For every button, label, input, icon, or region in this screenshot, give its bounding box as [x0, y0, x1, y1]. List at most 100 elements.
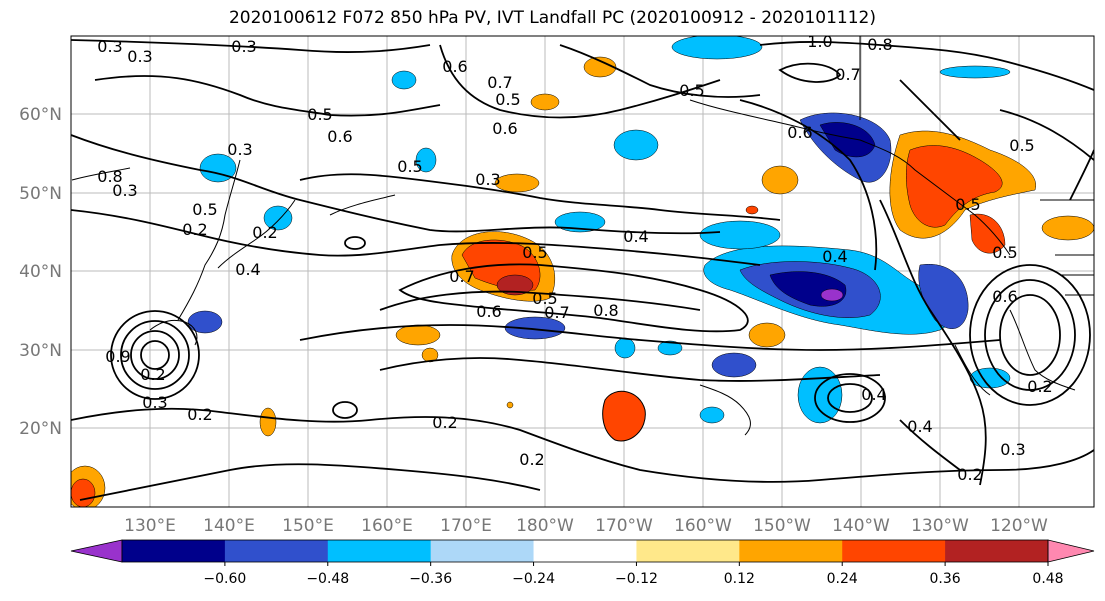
colorbar: −0.60 −0.48 −0.36 −0.24 −0.12 0.12 0.24 0.36 0.4… [70, 539, 1095, 587]
fill-positive [969, 213, 1006, 254]
contour-label: 0.5 [955, 195, 980, 214]
contour-label: 0.2 [187, 405, 212, 424]
colorbar-tick-label: −0.60 [203, 571, 246, 587]
colorbar-bin [739, 540, 843, 562]
latitude-label: 40°N [19, 262, 62, 282]
colorbar-tick-label: 0.36 [930, 571, 961, 587]
contour-label: 0.3 [475, 170, 500, 189]
longitude-labels: 130°E 140°E 150°E 160°E 170°E 180°W 170°W 160°W… [124, 516, 1048, 536]
fill-negative [969, 367, 1011, 389]
contour-label: 0.8 [593, 301, 618, 320]
colorbar-extend-low [70, 539, 123, 563]
colorbar-tick-label: −0.48 [306, 571, 349, 587]
contour-label: 0.4 [861, 385, 886, 404]
contour-label: 0.5 [522, 243, 547, 262]
fill-positive [395, 324, 441, 346]
fill-negative [263, 205, 293, 231]
contour-label: 0.7 [544, 303, 569, 322]
fill-positive [906, 145, 1003, 228]
map-frame [70, 35, 1095, 508]
contour-label: 0.5 [192, 200, 217, 219]
colorbar-tick-label: 0.48 [1032, 571, 1063, 587]
colorbar-extend-high [1047, 539, 1095, 563]
fill-negative [613, 129, 659, 161]
contour-label: 0.6 [492, 119, 517, 138]
contour-label: 0.3 [142, 393, 167, 412]
colorbar-tick-label: 0.12 [724, 571, 755, 587]
fill-positive [496, 274, 534, 296]
contour-label: 0.2 [519, 450, 544, 469]
fill-negative [187, 310, 223, 334]
contour-label: 0.4 [822, 247, 847, 266]
fill-positive [71, 478, 96, 507]
contour-label: 0.3 [1000, 440, 1025, 459]
colorbar-frame [121, 539, 1049, 563]
colorbar-bin [533, 540, 637, 562]
fill-positive [506, 401, 514, 409]
contour-label: 0.6 [442, 57, 467, 76]
longitude-label: 160°W [674, 516, 732, 536]
contour-label: 0.2 [432, 413, 457, 432]
longitude-label: 140°W [832, 516, 890, 536]
longitude-label: 120°W [990, 516, 1048, 536]
fill-negative [820, 288, 844, 302]
contour-label: 0.5 [532, 289, 557, 308]
fill-positive [421, 347, 439, 363]
fill-positive [530, 93, 560, 111]
colorbar-tick-label: −0.36 [409, 571, 452, 587]
fill-negative [391, 70, 417, 90]
contour-label: 0.8 [867, 35, 892, 54]
fill-negative [504, 316, 566, 340]
fill-positive [602, 390, 646, 442]
fill-negative [797, 366, 843, 424]
contour-label: 0.2 [140, 365, 165, 384]
fill-negative [614, 337, 636, 359]
colorbar-tick-label: 0.24 [827, 571, 858, 587]
contour-label: 0.6 [327, 127, 352, 146]
latitude-label: 60°N [19, 105, 62, 125]
fill-negative [939, 65, 1011, 79]
colorbar-bin [430, 540, 535, 562]
longitude-label: 150°W [753, 516, 811, 536]
contour-label: 0.5 [992, 243, 1017, 262]
contour-label: 0.4 [623, 227, 648, 246]
colorbar-bin [945, 540, 1049, 562]
contour-label: 0.6 [787, 123, 812, 142]
latitude-label: 50°N [19, 184, 62, 204]
fill-negative [657, 340, 683, 356]
fill-positive [494, 173, 540, 193]
pv-anomaly-fills [71, 36, 1094, 507]
contour-label: 0.5 [679, 81, 704, 100]
contour-label: 0.7 [449, 267, 474, 286]
contour-label: 0.2 [957, 465, 982, 484]
colorbar-tick-label: −0.12 [615, 571, 658, 587]
longitude-label: 160°E [361, 516, 413, 536]
fill-positive [761, 165, 799, 195]
latitude-labels: 60°N 50°N 40°N 30°N 20°N [19, 105, 62, 439]
contour-label: 0.5 [307, 105, 332, 124]
contour-label: 0.7 [487, 73, 512, 92]
contour-label: 0.6 [992, 287, 1017, 306]
contour-label: 0.8 [97, 167, 122, 186]
contour-label: 0.3 [112, 181, 137, 200]
contour-label: 0.3 [227, 140, 252, 159]
contour-label: 0.4 [907, 417, 932, 436]
contour-label: 0.5 [397, 157, 422, 176]
longitude-label: 130°E [124, 516, 176, 536]
latitude-label: 30°N [19, 341, 62, 361]
contour-labels: 0.3 0.30.30.60.70.50.60.50.60.30.50.30.20… [97, 35, 1052, 484]
fill-positive [583, 56, 617, 78]
fill-positive [259, 407, 277, 437]
contour-label: 0.2 [1027, 377, 1052, 396]
longitude-label: 140°E [203, 516, 255, 536]
map-title: 2020100612 F072 850 hPa PV, IVT Landfall… [228, 8, 876, 28]
contour-label: 0.5 [495, 90, 520, 109]
pv-contours [71, 39, 1094, 501]
fill-negative [711, 352, 757, 378]
longitude-label: 150°E [282, 516, 334, 536]
contour-label: 0.7 [835, 65, 860, 84]
longitude-label: 130°W [911, 516, 969, 536]
fill-negative [699, 406, 725, 424]
colorbar-bin [327, 540, 432, 562]
